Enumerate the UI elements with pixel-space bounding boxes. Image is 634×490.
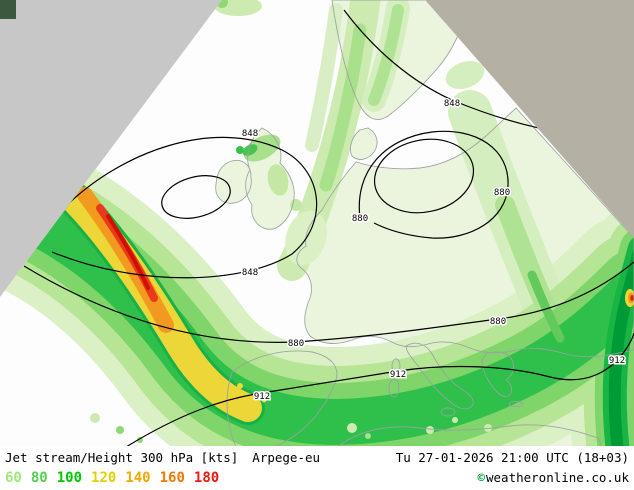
contour-848-loop	[51, 136, 318, 279]
wind-speckles	[90, 383, 492, 443]
contour-label: 912	[254, 392, 270, 402]
copyright: ©weatheronline.co.uk	[477, 468, 629, 488]
contour-labels: 848 848 848 880 880 880 880 912 912 912	[240, 98, 626, 404]
contour-880-south	[23, 261, 634, 343]
contour-label: 880	[494, 188, 510, 198]
scale-value-160: 160	[159, 470, 185, 486]
contour-low-west	[161, 175, 231, 219]
copyright-text: weatheronline.co.uk	[486, 470, 629, 485]
legend-bar: Jet stream/Height 300 hPa [kts] Arpege-eu…	[0, 446, 634, 490]
weather-map: 848 848 848 880 880 880 880 912 912 912	[0, 0, 634, 447]
contour-label: 880	[288, 339, 304, 349]
chart-title: Jet stream/Height 300 hPa [kts] Arpege-eu	[5, 448, 320, 468]
contour-label: 912	[609, 356, 625, 366]
model-label: Arpege-eu	[252, 450, 321, 465]
scale-value-120: 120	[91, 470, 117, 486]
contour-912	[125, 332, 634, 447]
valid-time-label: Tu 27-01-2026 21:00 UTC (18+03)	[395, 450, 629, 465]
scale-value-180: 180	[193, 470, 220, 486]
map-corner-artifact	[0, 0, 16, 19]
contour-880-central	[358, 130, 509, 239]
contour-label: 912	[390, 370, 406, 380]
jet-stream-shading	[0, 0, 634, 447]
contour-label: 880	[352, 214, 368, 224]
contour-low-central	[373, 138, 475, 214]
contour-label: 848	[444, 99, 460, 109]
contour-label: 848	[242, 129, 258, 139]
height-contours	[23, 9, 634, 447]
scale-value-80: 80	[30, 470, 48, 486]
contour-848-north	[343, 9, 559, 133]
scale-value-100: 100	[56, 470, 83, 486]
color-scale: 60 80 100 120 140 160 180	[5, 468, 228, 488]
scale-value-140: 140	[125, 470, 151, 486]
contour-label: 880	[490, 317, 506, 327]
parameter-label: Jet stream/Height 300 hPa [kts]	[5, 450, 239, 465]
scale-value-60: 60	[5, 470, 22, 486]
copyright-icon: ©	[477, 470, 485, 485]
contour-label: 848	[242, 268, 258, 278]
